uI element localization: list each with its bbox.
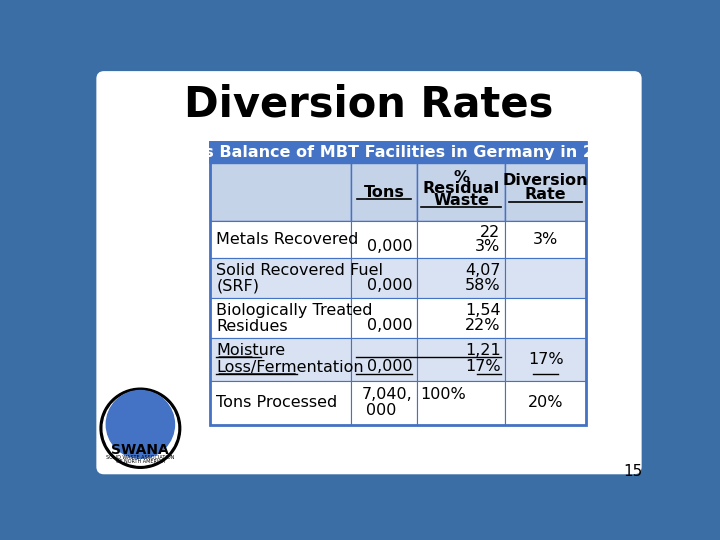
Text: 22%: 22% (465, 318, 500, 333)
Bar (505, 298, 586, 338)
Bar (351, 258, 417, 298)
Text: Biologically Treated: Biologically Treated (216, 302, 373, 318)
Bar (505, 142, 586, 164)
Text: Loss/Fermentation: Loss/Fermentation (216, 360, 364, 375)
Text: 0,000: 0,000 (366, 318, 413, 333)
Bar (210, 164, 351, 221)
Bar (417, 164, 505, 221)
Text: OF NORTH AMERICA: OF NORTH AMERICA (116, 459, 165, 464)
Bar (417, 142, 505, 164)
Bar (210, 221, 351, 258)
Text: 0,000: 0,000 (366, 360, 413, 374)
Bar (505, 381, 586, 425)
Text: Rate: Rate (525, 187, 567, 201)
Text: 17%: 17% (528, 352, 564, 367)
Bar (210, 338, 351, 381)
Text: Diversion Rates: Diversion Rates (184, 84, 554, 126)
Text: 1,54: 1,54 (465, 302, 500, 318)
Text: 58%: 58% (465, 278, 500, 293)
Bar (417, 258, 505, 298)
Bar (505, 164, 586, 221)
Text: SOLID WASTE ASSOCIATION: SOLID WASTE ASSOCIATION (106, 455, 174, 460)
Text: Waste: Waste (433, 193, 489, 208)
Text: Residual: Residual (423, 181, 500, 196)
Bar (351, 381, 417, 425)
Bar (417, 298, 505, 338)
Text: Solid Recovered Fuel: Solid Recovered Fuel (216, 262, 383, 278)
Bar (505, 221, 586, 258)
Text: 22: 22 (480, 225, 500, 240)
FancyBboxPatch shape (98, 72, 640, 473)
Bar (351, 338, 417, 381)
Text: Tons Processed: Tons Processed (216, 395, 338, 410)
Bar (505, 338, 586, 381)
Text: 0,000: 0,000 (366, 239, 413, 254)
Circle shape (100, 388, 181, 468)
Text: 20%: 20% (528, 395, 563, 410)
Bar (351, 164, 417, 221)
Bar (417, 381, 505, 425)
Text: Tons: Tons (364, 185, 405, 200)
Text: Moisture: Moisture (216, 343, 285, 359)
Bar (210, 142, 586, 425)
Text: SWANA: SWANA (112, 443, 169, 457)
Bar (417, 338, 505, 381)
Text: 7,040,: 7,040, (361, 387, 413, 402)
Text: 1,21: 1,21 (465, 343, 500, 359)
Text: 3%: 3% (533, 232, 558, 247)
Text: 17%: 17% (465, 360, 500, 374)
Text: Residues: Residues (216, 319, 288, 334)
Text: 100%: 100% (420, 387, 466, 402)
Text: Mass Balance of MBT Facilities in Germany in 2007: Mass Balance of MBT Facilities in German… (168, 145, 628, 160)
Text: 0,000: 0,000 (366, 278, 413, 293)
Text: 3%: 3% (475, 239, 500, 254)
Text: 000: 000 (366, 403, 396, 418)
Text: Metals Recovered: Metals Recovered (216, 232, 359, 247)
Bar (210, 381, 351, 425)
Bar (351, 221, 417, 258)
Text: %: % (453, 170, 469, 185)
Bar (351, 298, 417, 338)
Bar (417, 221, 505, 258)
Circle shape (103, 392, 178, 465)
Circle shape (107, 390, 174, 458)
Text: 4,07: 4,07 (465, 262, 500, 278)
Bar (210, 258, 351, 298)
Text: 15: 15 (623, 464, 642, 479)
Bar (210, 142, 351, 164)
Bar (505, 258, 586, 298)
Bar (351, 142, 417, 164)
Text: (SRF): (SRF) (216, 279, 259, 294)
Text: Diversion: Diversion (503, 173, 588, 188)
Bar (210, 298, 351, 338)
